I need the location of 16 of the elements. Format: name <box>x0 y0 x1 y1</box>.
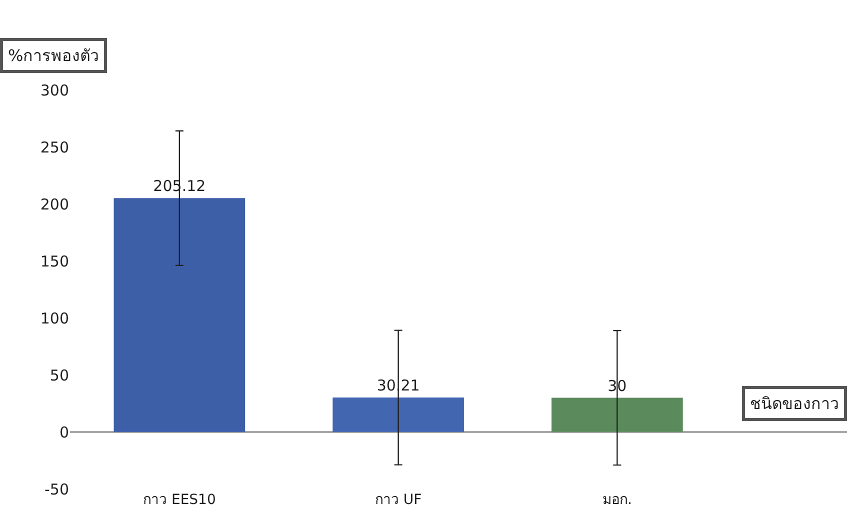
y-tick-label: 0 <box>59 423 69 442</box>
y-tick-label: 300 <box>40 81 69 100</box>
y-axis-title: %การพองตัว <box>8 46 100 65</box>
y-tick-label: 50 <box>50 366 69 384</box>
bar <box>114 198 246 432</box>
bar <box>332 398 464 432</box>
y-tick-label: 200 <box>40 195 69 214</box>
x-axis-title: ชนิดของกาว <box>750 394 839 413</box>
x-tick-label: กาว EES10 <box>143 492 216 508</box>
x-tick-label: กาว UF <box>374 492 422 508</box>
x-tick-label: มอก. <box>602 492 632 508</box>
y-tick-label: 100 <box>40 309 69 328</box>
y-tick-label: 250 <box>40 138 69 156</box>
y-tick-label: -50 <box>44 480 69 498</box>
bar <box>552 398 683 432</box>
y-tick-label: 150 <box>40 252 69 270</box>
